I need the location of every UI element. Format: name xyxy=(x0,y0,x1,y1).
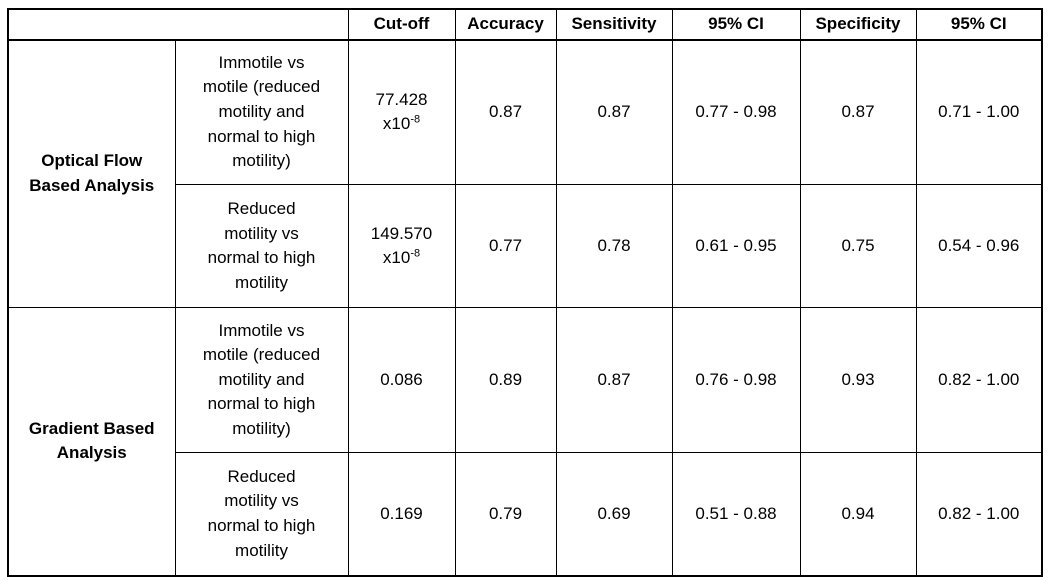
cell-sensitivity: 0.69 xyxy=(555,452,673,577)
results-table: Cut-off Accuracy Sensitivity 95% CI Spec… xyxy=(7,8,1043,577)
cell-comparison: Reduced motility vs normal to high motil… xyxy=(174,184,349,309)
cell-sensitivity-ci: 0.51 - 0.88 xyxy=(671,452,801,577)
cutoff-exp-value: -8 xyxy=(410,247,421,260)
cell-sensitivity-ci: 0.77 - 0.98 xyxy=(671,39,801,186)
cell-specificity-ci: 0.54 - 0.96 xyxy=(915,184,1043,309)
cell-sensitivity-ci: 0.76 - 0.98 xyxy=(671,307,801,454)
cell-sensitivity: 0.87 xyxy=(555,307,673,454)
cell-cutoff: 0.086 xyxy=(347,307,456,454)
cell-comparison: Reduced motility vs normal to high motil… xyxy=(174,452,349,577)
cell-cutoff: 149.570 x10-8 xyxy=(347,184,456,309)
group-label-text: Optical Flow Based Analysis xyxy=(29,151,155,195)
cell-cutoff: 77.428 x10-8 xyxy=(347,39,456,186)
table-row: Optical Flow Based Analysis Immotile vs … xyxy=(7,39,1043,309)
column-header-specificity-ci: 95% CI xyxy=(915,8,1043,41)
cutoff-exp-value: -8 xyxy=(410,113,421,126)
cutoff-value: 149.570 xyxy=(370,223,433,243)
column-header-cutoff: Cut-off xyxy=(347,8,456,41)
cell-sensitivity-ci: 0.61 - 0.95 xyxy=(671,184,801,309)
cell-specificity-ci: 0.71 - 1.00 xyxy=(915,39,1043,186)
table-row: Reduced motility vs normal to high motil… xyxy=(8,184,1043,309)
cell-comparison: Immotile vs motile (reduced motility and… xyxy=(174,39,349,186)
group-label-text: Gradient Based Analysis xyxy=(28,418,155,463)
group-label-gradient: Gradient Based Analysis xyxy=(7,307,176,577)
header-row: Cut-off Accuracy Sensitivity 95% CI Spec… xyxy=(7,8,1043,41)
cell-specificity: 0.93 xyxy=(799,307,917,454)
cell-accuracy: 0.87 xyxy=(454,39,557,186)
table-row: Reduced motility vs normal to high motil… xyxy=(8,452,1043,577)
cutoff-exponent: x10-8 xyxy=(382,113,421,134)
comparison-text: Reduced motility vs normal to high motil… xyxy=(207,466,316,560)
cell-sensitivity: 0.78 xyxy=(555,184,673,309)
cell-accuracy: 0.77 xyxy=(454,184,557,309)
comparison-text: Reduced motility vs normal to high motil… xyxy=(207,198,316,292)
cell-specificity-ci: 0.82 - 1.00 xyxy=(915,307,1043,454)
comparison-text: Immotile vs motile (reduced motility and… xyxy=(202,320,321,439)
cell-specificity: 0.94 xyxy=(799,452,917,577)
cutoff-value: 77.428 xyxy=(375,89,428,109)
cell-accuracy: 0.79 xyxy=(454,452,557,577)
corner-cell xyxy=(7,8,349,41)
cell-specificity: 0.87 xyxy=(799,39,917,186)
column-header-specificity: Specificity xyxy=(799,8,917,41)
cell-specificity-ci: 0.82 - 1.00 xyxy=(915,452,1043,577)
column-header-sensitivity-ci: 95% CI xyxy=(671,8,801,41)
cell-specificity: 0.75 xyxy=(799,184,917,309)
comparison-text: Immotile vs motile (reduced motility and… xyxy=(202,52,321,171)
column-header-accuracy: Accuracy xyxy=(454,8,557,41)
cell-accuracy: 0.89 xyxy=(454,307,557,454)
cutoff-exponent: x10-8 xyxy=(382,247,421,268)
cell-cutoff: 0.169 xyxy=(347,452,456,577)
table-row: Gradient Based Analysis Immotile vs moti… xyxy=(7,307,1043,577)
group-label-optical-flow: Optical Flow Based Analysis xyxy=(7,39,176,309)
cell-comparison: Immotile vs motile (reduced motility and… xyxy=(174,307,349,454)
column-header-sensitivity: Sensitivity xyxy=(555,8,673,41)
cell-sensitivity: 0.87 xyxy=(555,39,673,186)
